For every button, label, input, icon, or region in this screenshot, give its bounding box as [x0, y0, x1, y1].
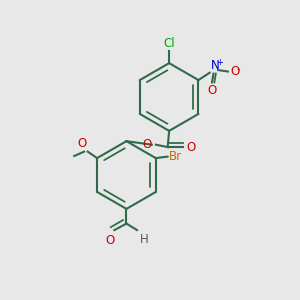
Text: +: + [216, 58, 223, 68]
Text: O: O [230, 65, 239, 78]
Text: O: O [77, 137, 86, 150]
Text: O: O [142, 138, 152, 151]
Text: O: O [186, 141, 196, 154]
Text: N: N [211, 59, 219, 72]
Text: Cl: Cl [163, 37, 175, 50]
Text: O: O [106, 234, 115, 247]
Text: O: O [207, 84, 217, 97]
Text: H: H [140, 233, 148, 246]
Text: -: - [236, 64, 240, 74]
Text: Br: Br [169, 150, 182, 163]
